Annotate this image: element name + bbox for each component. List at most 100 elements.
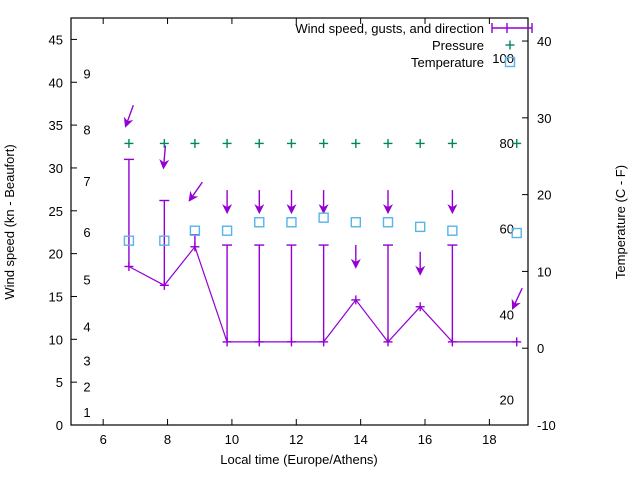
fahrenheit-label: 20	[500, 393, 514, 408]
temperature-series	[123, 212, 522, 246]
arrow-head	[447, 204, 458, 215]
y2-axis-title: Temperature (C - F)	[613, 165, 628, 279]
pressure-data-point	[447, 138, 457, 148]
beaufort-label: 5	[83, 272, 90, 287]
beaufort-label: 7	[83, 174, 90, 189]
arrow-head	[188, 190, 199, 202]
pressure-data-point	[190, 138, 200, 148]
y-tick-label: 30	[49, 161, 63, 176]
y2-axis-ticks: -10 0 10 20 30 40	[522, 34, 556, 433]
temperature-marker	[447, 225, 458, 236]
arrow-head	[254, 204, 265, 215]
wind-data-point	[254, 190, 265, 347]
arrow-head	[318, 204, 329, 215]
wind-direction-arrow	[318, 190, 329, 215]
wind-direction-arrow	[159, 145, 170, 170]
x-tick-label: 16	[418, 432, 432, 447]
y2-tick-label: 40	[537, 34, 551, 49]
temperature-marker	[254, 217, 265, 228]
temperature-marker	[286, 217, 297, 228]
legend-item-label: Temperature	[411, 55, 484, 70]
x-tick-label: 6	[100, 432, 107, 447]
temperature-marker	[123, 235, 135, 246]
y-tick-label: 10	[49, 332, 63, 347]
x-tick-label: 8	[164, 432, 171, 447]
pressure-series	[124, 138, 522, 148]
wind-data-point	[511, 287, 523, 347]
pressure-data-point	[415, 138, 425, 148]
fahrenheit-label: 40	[500, 307, 514, 322]
pressure-data-point	[254, 138, 264, 148]
plot-border	[70, 17, 529, 426]
temperature-marker	[189, 225, 201, 236]
temperature-marker	[511, 227, 522, 239]
wind-direction-arrow	[447, 190, 458, 215]
beaufort-label: 8	[83, 122, 90, 137]
arrow-head	[383, 204, 393, 215]
x-tick-label: 10	[225, 432, 239, 447]
x-tick-label: 12	[289, 432, 303, 447]
beaufort-label: 1	[83, 405, 90, 420]
pressure-data-point	[222, 138, 232, 148]
legend-item-label: Pressure	[432, 38, 484, 53]
wind-data-point	[123, 104, 135, 271]
pressure-data-point	[351, 138, 361, 148]
beaufort-label: 2	[83, 379, 90, 394]
beaufort-label: 3	[83, 354, 90, 369]
wind-speed-line	[128, 245, 517, 343]
wind-data-point	[159, 145, 170, 290]
y2-tick-label: 0	[537, 341, 544, 356]
y2-tick-label: -10	[537, 418, 556, 433]
legend-item: Wind speed, gusts, and direction	[295, 21, 533, 36]
wind-direction-arrow	[383, 190, 393, 215]
x-tick-label: 18	[482, 432, 496, 447]
beaufort-label: 4	[83, 319, 90, 334]
wind-data-point	[318, 190, 329, 347]
x-tick-label: 14	[353, 432, 367, 447]
y2-tick-label: 10	[537, 264, 551, 279]
wind-direction-arrow	[415, 251, 426, 276]
y-tick-label: 0	[56, 418, 63, 433]
y2-tick-label: 20	[537, 188, 551, 203]
wind-data-point	[350, 244, 361, 305]
temperature-marker	[159, 235, 170, 246]
pressure-data-point	[383, 138, 393, 148]
arrow-head	[511, 298, 521, 310]
temperature-marker	[414, 221, 426, 233]
wind-data-point	[222, 190, 233, 347]
temperature-marker	[318, 212, 329, 223]
arrow-head	[286, 204, 297, 215]
arrow-head	[123, 116, 134, 128]
wind-data-point	[415, 251, 426, 312]
wind-direction-arrow	[350, 244, 361, 269]
wind-direction-arrow	[188, 181, 203, 202]
beaufort-scale-labels: 1 2 3 4 5 6 7 8 9	[83, 67, 90, 420]
pressure-data-point	[286, 138, 296, 148]
wind-direction-arrow	[511, 287, 523, 310]
y-tick-label: 40	[49, 75, 63, 90]
arrow-head	[222, 204, 233, 215]
legend-item-label: Wind speed, gusts, and direction	[295, 21, 484, 36]
x-axis-title: Local time (Europe/Athens)	[220, 452, 378, 467]
temperature-marker	[350, 217, 362, 228]
fahrenheit-label: 100	[492, 51, 514, 66]
pressure-data-point	[124, 138, 134, 148]
arrow-head	[159, 159, 170, 170]
y-tick-label: 20	[49, 247, 63, 262]
pressure-data-point	[512, 138, 522, 148]
y2-tick-label: 30	[537, 111, 551, 126]
wind-data-point	[447, 190, 458, 347]
legend-item: Pressure	[432, 38, 515, 53]
wind-direction-arrow	[123, 104, 135, 128]
wind-direction-arrow	[254, 190, 265, 215]
chart-legend: Wind speed, gusts, and direction Pressure…	[295, 21, 533, 70]
y-axis-ticks: 0 5 10 15 20 25 30 35 40 45	[49, 32, 77, 433]
temperature-marker	[221, 225, 233, 236]
pressure-data-point	[159, 138, 169, 148]
temperature-marker	[382, 217, 394, 228]
arrow-head	[350, 258, 361, 269]
wind-speed-series	[123, 104, 523, 347]
plot-frame	[70, 17, 529, 426]
